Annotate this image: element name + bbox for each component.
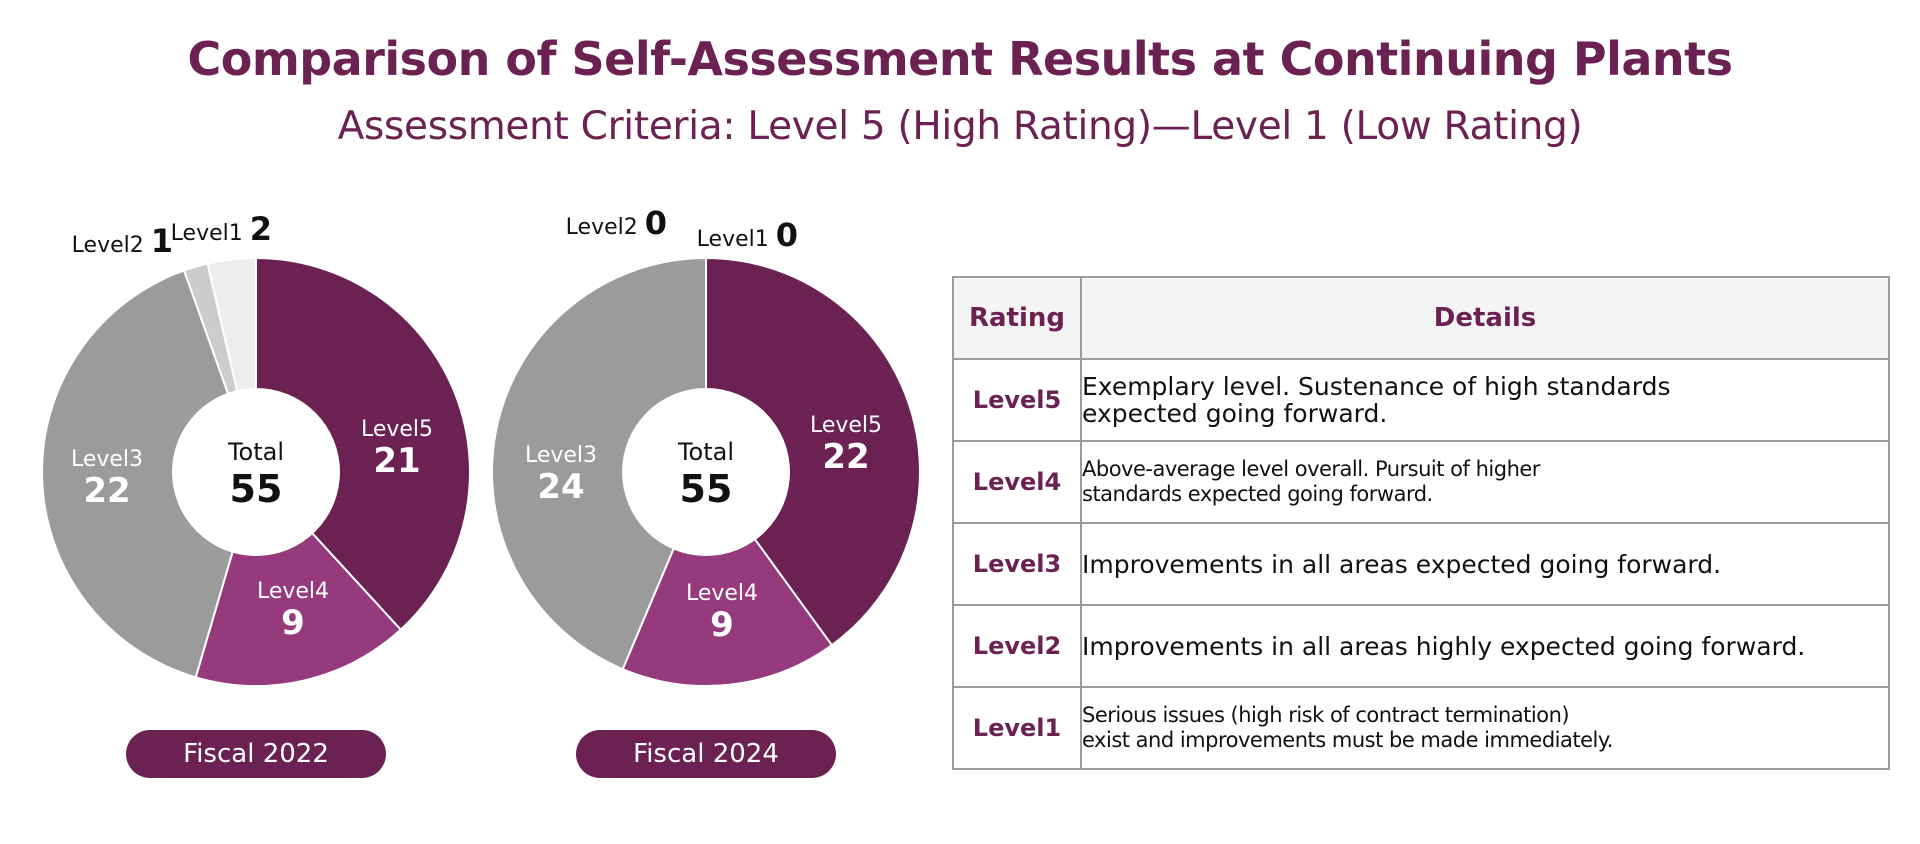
details-line: standards expected going forward. bbox=[1082, 482, 1433, 506]
pie-slice-level5 bbox=[255, 256, 471, 632]
details-line: exist and improvements must be made imme… bbox=[1082, 728, 1613, 752]
slice-label-level4: Level4 bbox=[686, 581, 758, 606]
slice-value-level3: 24 bbox=[537, 467, 584, 507]
details-line: Serious issues (high risk of contract te… bbox=[1082, 703, 1570, 727]
slice-value-level5: 22 bbox=[822, 437, 869, 477]
rating-table: Rating Details Level5 Exemplary level. S… bbox=[952, 276, 1890, 770]
page-title: Comparison of Self-Assessment Results at… bbox=[187, 32, 1733, 86]
details-column-header: Details bbox=[1080, 276, 1890, 360]
slice-value-level4: 9 bbox=[281, 603, 305, 643]
fiscal-2024-label: Fiscal 2024 bbox=[576, 730, 836, 778]
total-value: 55 bbox=[680, 467, 733, 511]
slice-label-level1: Level1 0 bbox=[697, 216, 798, 254]
slice-label-level5: Level5 bbox=[361, 417, 433, 442]
pie-slice-level3 bbox=[491, 256, 707, 671]
table-row: Level5 Exemplary level. Sustenance of hi… bbox=[952, 358, 1890, 442]
rating-column-header: Rating bbox=[952, 276, 1082, 360]
rating-level: Level5 bbox=[952, 358, 1082, 442]
slice-label-level5: Level5 bbox=[810, 413, 882, 438]
table-row: Level1 Serious issues (high risk of cont… bbox=[952, 686, 1890, 770]
fiscal-2022-label: Fiscal 2022 bbox=[126, 730, 386, 778]
details-line: Exemplary level. Sustenance of high stan… bbox=[1082, 372, 1671, 401]
pie-slice-level4 bbox=[621, 469, 834, 687]
slice-value-level3: 22 bbox=[83, 471, 130, 511]
page-subtitle: Assessment Criteria: Level 5 (High Ratin… bbox=[337, 104, 1583, 149]
total-label: Total bbox=[227, 438, 284, 466]
rating-details: Improvements in all areas expected going… bbox=[1080, 522, 1890, 606]
rating-details: Improvements in all areas highly expecte… bbox=[1080, 604, 1890, 688]
donut-hole bbox=[622, 388, 790, 556]
details-line: Improvements in all areas expected going… bbox=[1082, 549, 1722, 579]
rating-level: Level4 bbox=[952, 440, 1082, 524]
total-value: 55 bbox=[230, 467, 283, 511]
rating-details: Exemplary level. Sustenance of high stan… bbox=[1080, 358, 1890, 442]
slice-value-level5: 21 bbox=[373, 441, 420, 481]
donut-hole bbox=[172, 388, 340, 556]
slice-label-level4: Level4 bbox=[257, 579, 329, 604]
slice-label-level2: Level2 1 bbox=[72, 222, 173, 260]
pie-slice-level3 bbox=[41, 269, 258, 679]
rating-details: Serious issues (high risk of contract te… bbox=[1080, 686, 1890, 770]
table-row: Level4 Above-average level overall. Purs… bbox=[952, 440, 1890, 524]
rating-details: Above-average level overall. Pursuit of … bbox=[1080, 440, 1890, 524]
details-line: expected going forward. bbox=[1082, 399, 1388, 428]
table-row: Level3 Improvements in all areas expecte… bbox=[952, 522, 1890, 606]
slice-label-level2: Level2 0 bbox=[566, 204, 667, 242]
rating-level: Level2 bbox=[952, 604, 1082, 688]
slice-label-level1: Level1 2 bbox=[171, 210, 272, 248]
details-line: Above-average level overall. Pursuit of … bbox=[1082, 457, 1540, 481]
slice-value-level4: 9 bbox=[710, 605, 734, 645]
slice-label-level3: Level3 bbox=[71, 447, 143, 472]
pie-slice-level5 bbox=[705, 256, 921, 647]
details-line: Improvements in all areas highly expecte… bbox=[1082, 631, 1806, 661]
rating-level: Level1 bbox=[952, 686, 1082, 770]
table-row: Level2 Improvements in all areas highly … bbox=[952, 604, 1890, 688]
rating-level: Level3 bbox=[952, 522, 1082, 606]
table-header-row: Rating Details bbox=[952, 276, 1890, 360]
total-label: Total bbox=[677, 438, 734, 466]
slice-label-level3: Level3 bbox=[525, 443, 597, 468]
